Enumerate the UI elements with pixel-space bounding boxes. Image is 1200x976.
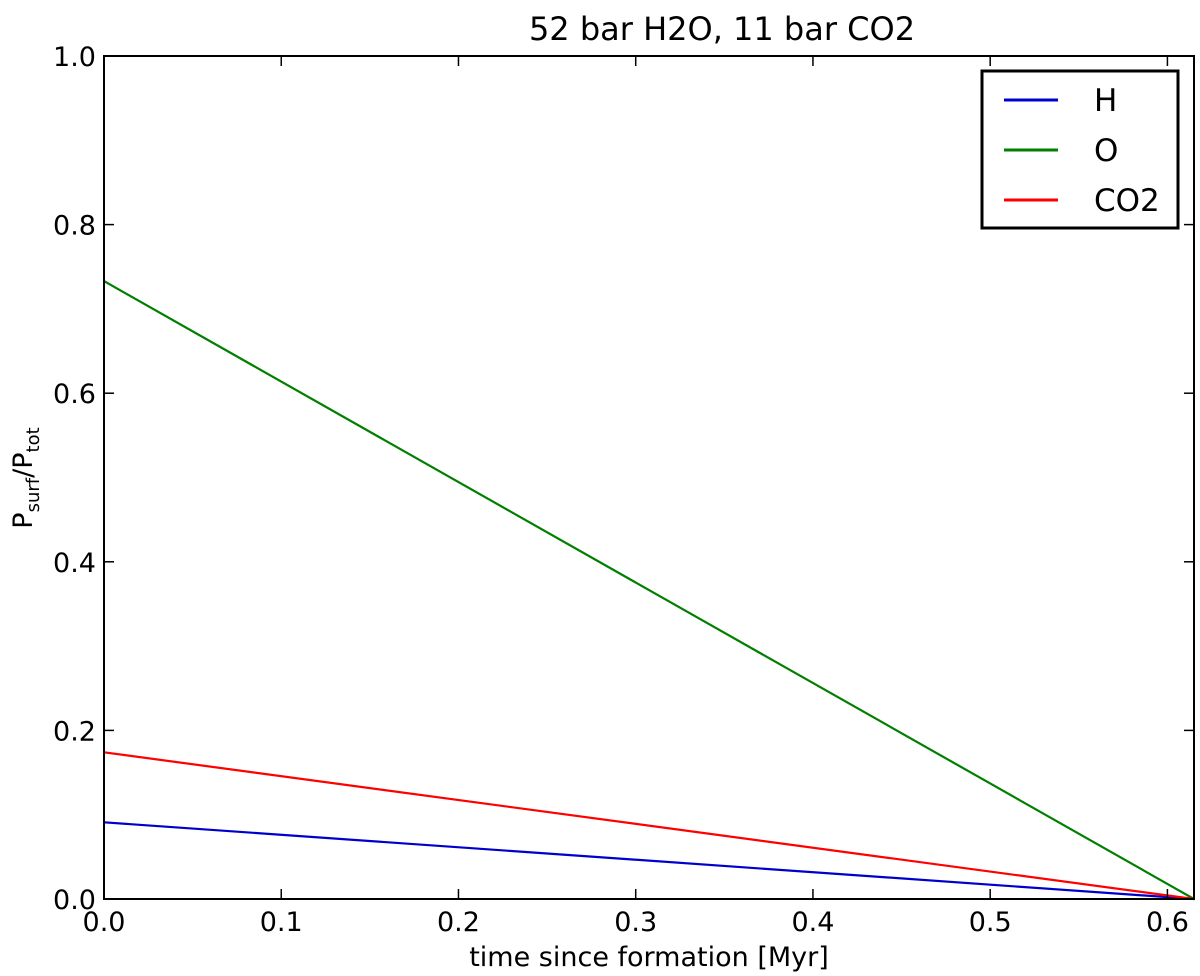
y-tick-label: 1.0 <box>53 42 96 73</box>
legend: H O CO2 <box>980 69 1180 230</box>
series-layer <box>103 280 1195 901</box>
y-tick-label: 0.2 <box>53 716 96 747</box>
y-tick-label: 0.4 <box>53 548 96 579</box>
legend-label-co2: CO2 <box>1094 183 1160 219</box>
x-axis-label: time since formation [Myr] <box>469 942 829 973</box>
legend-label-h: H <box>1094 83 1117 119</box>
series-line-o <box>103 280 1195 900</box>
y-axis-label-slash: / <box>8 468 39 478</box>
chart-title: 52 bar H2O, 11 bar CO2 <box>529 10 915 48</box>
x-tick-label: 0.3 <box>614 907 657 938</box>
plot-frame <box>103 55 1195 900</box>
y-axis-label-p1: P <box>8 512 39 528</box>
series-line-h <box>103 821 1195 901</box>
y-axis-label-p2: P <box>8 452 39 468</box>
y-axis-label-sub1: surf <box>23 477 44 512</box>
x-tick-label: 0.5 <box>969 907 1012 938</box>
y-tick-labels: 0.0 0.2 0.4 0.6 0.8 1.0 <box>53 42 96 916</box>
x-tick-label: 0.4 <box>791 907 834 938</box>
series-line-co2 <box>103 751 1195 901</box>
x-tick-label: 0.6 <box>1146 907 1189 938</box>
y-axis-label-sub2: tot <box>23 427 44 452</box>
y-tick-label: 0.0 <box>53 885 96 916</box>
x-tick-labels: 0.0 0.1 0.2 0.3 0.4 0.5 0.6 <box>83 907 1189 938</box>
y-tick-label: 0.8 <box>53 211 96 242</box>
x-tick-label: 0.1 <box>260 907 303 938</box>
y-axis-label: Psurf/Ptot <box>8 427 44 528</box>
x-tick-label: 0.2 <box>437 907 480 938</box>
tick-layer <box>103 55 1194 900</box>
legend-label-o: O <box>1094 133 1118 169</box>
x-tick-label: 0.0 <box>83 907 126 938</box>
y-tick-label: 0.6 <box>53 379 96 410</box>
